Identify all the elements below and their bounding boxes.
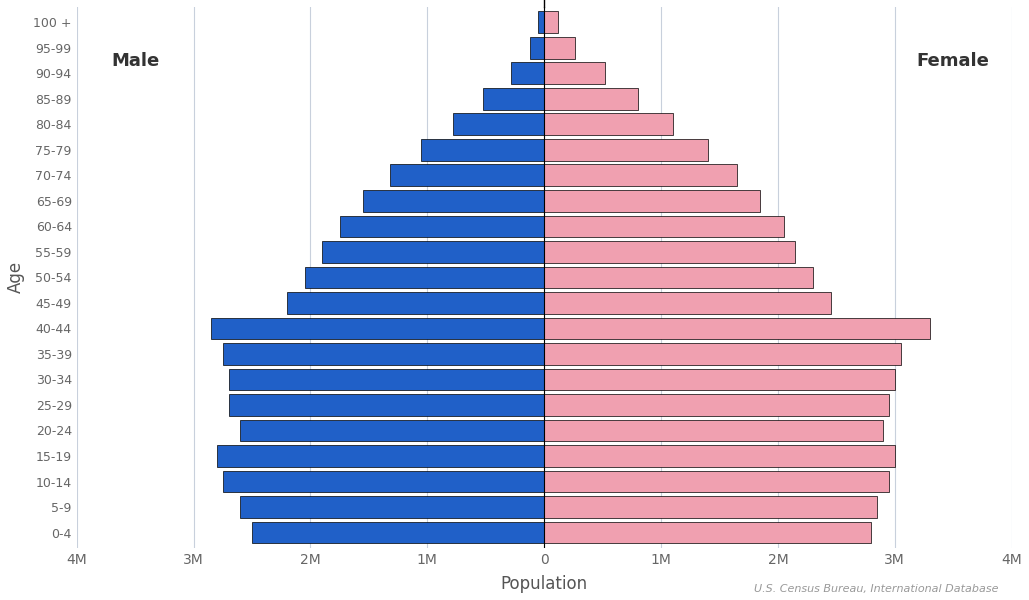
Bar [544,470,889,493]
Bar [240,496,544,518]
Bar [453,113,544,135]
Text: Female: Female [917,52,990,70]
Bar [252,522,544,544]
Bar [544,419,883,442]
Bar [322,241,544,263]
Bar [544,292,830,314]
Bar [544,368,895,391]
Bar [544,317,930,339]
Bar [544,496,878,518]
Bar [484,88,544,110]
Bar [305,266,544,288]
Bar [544,113,673,135]
Bar [544,343,900,365]
Bar [544,11,558,33]
Bar [217,445,544,467]
Bar [422,139,544,161]
Bar [228,394,544,416]
Y-axis label: Age: Age [7,262,25,293]
Bar [228,368,544,391]
Bar [544,266,813,288]
Bar [544,394,889,416]
Bar [211,317,544,339]
Bar [544,37,574,59]
Bar [544,139,708,161]
Bar [544,62,605,84]
Bar [544,522,872,544]
Bar [390,164,544,186]
Bar [538,11,544,33]
Bar [544,190,760,212]
Bar [544,88,638,110]
Bar [544,445,895,467]
Bar [544,215,784,237]
Bar [363,190,544,212]
X-axis label: Population: Population [500,575,588,593]
Text: Male: Male [111,52,159,70]
Bar [222,343,544,365]
Bar [544,241,795,263]
Text: U.S. Census Bureau, International Database: U.S. Census Bureau, International Databa… [753,584,998,594]
Bar [287,292,544,314]
Bar [511,62,544,84]
Bar [340,215,544,237]
Bar [530,37,544,59]
Bar [240,419,544,442]
Bar [222,470,544,493]
Bar [544,164,737,186]
